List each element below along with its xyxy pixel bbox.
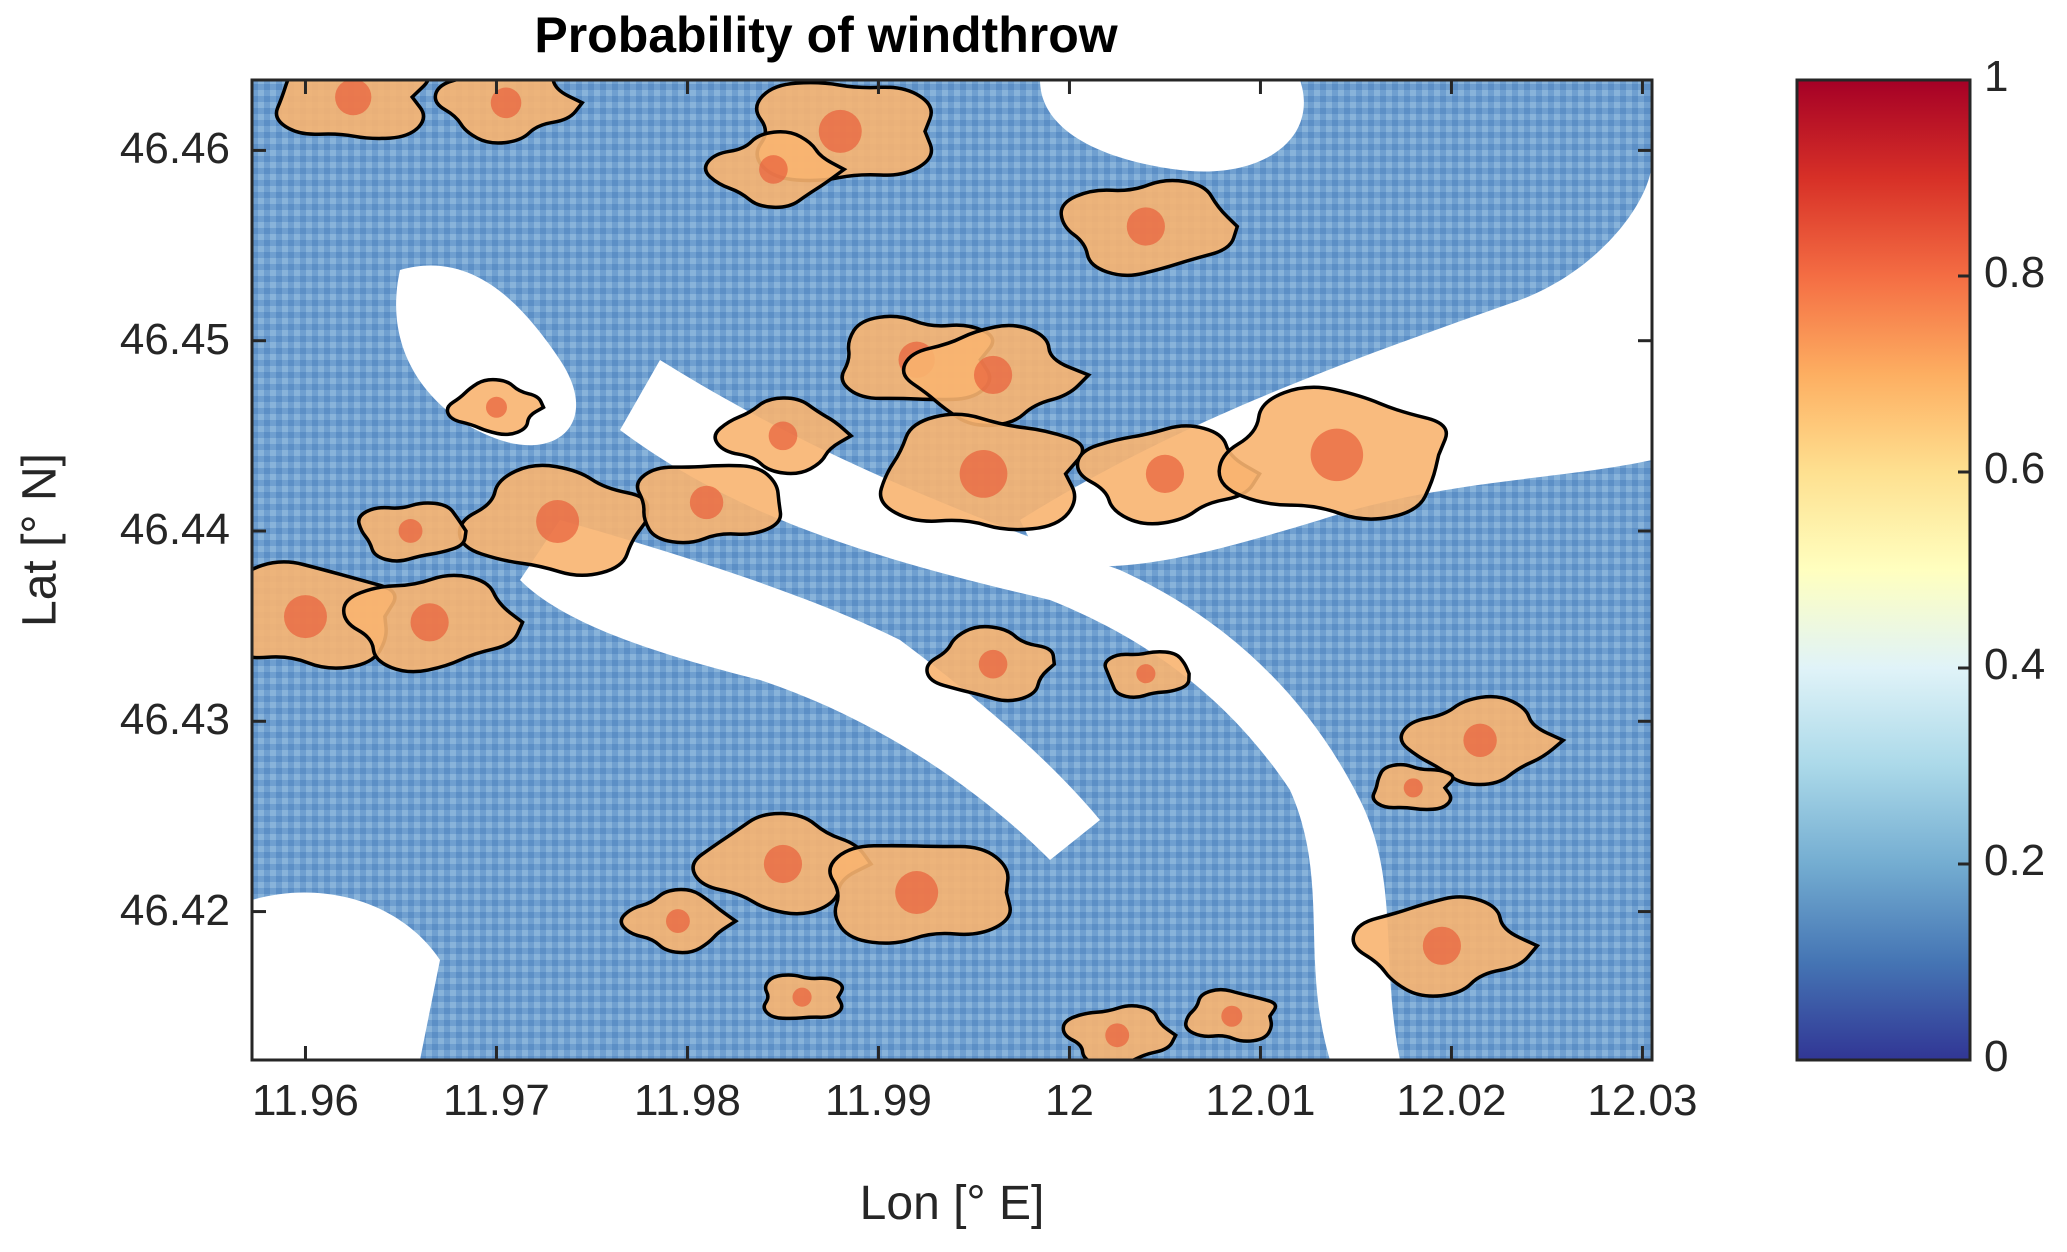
windthrow-core [763, 844, 803, 884]
windthrow-core [818, 109, 862, 153]
windthrow-core [1403, 778, 1423, 798]
windthrow-core [1145, 454, 1185, 494]
colorbar-ticks [1958, 78, 1970, 1062]
windthrow-core [978, 649, 1008, 679]
windthrow-core [959, 450, 1008, 498]
y-tick-label: 46.44 [119, 504, 230, 554]
windthrow-core [1422, 926, 1462, 965]
x-tick-label: 11.96 [252, 1076, 359, 1125]
windthrow-core [398, 519, 423, 543]
colorbar-tick-label: 0.2 [1984, 836, 2046, 885]
colorbar-tick-label: 0.4 [1984, 640, 2046, 689]
x-tick-label: 12.03 [1587, 1076, 1698, 1125]
windthrow-core [689, 485, 724, 520]
x-tick-label: 12.01 [1205, 1076, 1316, 1125]
windthrow-core [759, 155, 788, 184]
windthrow-core [1463, 723, 1497, 758]
windthrow-core [410, 603, 449, 642]
colorbar-tick-label: 1 [1984, 52, 2009, 101]
windthrow-core [973, 355, 1013, 395]
colorbar-tick-label: 0.8 [1984, 248, 2046, 297]
x-axis-label: Lon [° E] [859, 1177, 1045, 1230]
windthrow-core [536, 499, 580, 543]
windthrow-core [1105, 1023, 1130, 1048]
windthrow-core [665, 909, 690, 934]
y-tick-label: 46.45 [119, 314, 230, 364]
nodata-southwest [252, 892, 440, 1060]
windthrow-areas [252, 80, 1567, 1060]
map-area [252, 80, 1652, 1060]
x-tick-label: 12 [1044, 1076, 1094, 1125]
nodata-center [520, 520, 1100, 860]
map-title: Probability of windthrow [534, 7, 1118, 63]
x-tick-label: 12.02 [1396, 1076, 1507, 1125]
colorbar-tick-label: 0.6 [1984, 444, 2046, 493]
axes-box [250, 78, 1654, 1062]
y-tick-label: 46.46 [119, 124, 230, 174]
windthrow-core [895, 871, 939, 915]
windthrow-core [792, 987, 812, 1007]
y-tick-label: 46.43 [119, 695, 230, 745]
windthrow-core [335, 80, 372, 116]
windthrow-core [1136, 664, 1156, 684]
x-tick-label: 11.99 [825, 1076, 932, 1125]
colorbar [1795, 78, 1972, 1062]
colorbar-tick-label: 0 [1984, 1032, 2009, 1081]
windthrow-core [283, 595, 327, 639]
windthrow-core [1126, 207, 1165, 246]
windthrow-core [490, 87, 522, 119]
y-tick-label: 46.42 [119, 885, 230, 935]
windthrow-core [1221, 1005, 1243, 1027]
nodata-valley [620, 360, 1400, 1060]
y-ticks [252, 148, 1652, 914]
windthrow-core [768, 421, 798, 451]
x-ticks [303, 80, 1644, 1060]
windthrow-core [485, 396, 507, 418]
x-tick-label: 11.97 [443, 1076, 550, 1125]
nodata-north [1040, 80, 1304, 172]
x-tick-label: 11.98 [634, 1076, 741, 1125]
windthrow-core [1310, 428, 1364, 482]
